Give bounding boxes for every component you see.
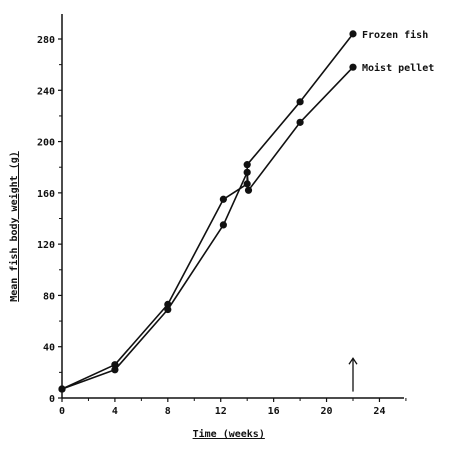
data-point — [243, 161, 251, 169]
series-line-2 — [61, 66, 354, 390]
data-point — [349, 63, 357, 71]
x-tick-label: 8 — [165, 406, 171, 417]
axes — [61, 14, 404, 399]
series-group — [58, 30, 357, 393]
series-line-1 — [61, 33, 354, 390]
x-tick-label: 20 — [321, 406, 333, 417]
data-point — [219, 221, 227, 229]
x-axis-title: Time (weeks) — [193, 428, 265, 440]
annotations — [348, 357, 358, 392]
y-tick-label: 200 — [37, 138, 55, 149]
y-tick-label: 80 — [43, 291, 55, 302]
data-point — [349, 30, 357, 38]
x-tick-label: 4 — [112, 406, 118, 417]
data-point — [243, 168, 251, 176]
y-tick-label: 40 — [43, 343, 55, 354]
data-point — [58, 385, 66, 393]
arrow-head — [348, 357, 358, 365]
data-point — [111, 361, 119, 369]
x-tick-label: 0 — [59, 406, 65, 417]
data-point — [164, 305, 172, 314]
x-tick-label: 16 — [268, 406, 280, 417]
data-point — [296, 98, 304, 106]
y-axis-title: Mean fish body weight (g) — [8, 151, 20, 302]
data-point — [244, 186, 253, 194]
y-tick-label: 160 — [37, 189, 55, 200]
series-label: Frozen fish — [362, 29, 428, 41]
data-point — [111, 366, 119, 374]
y-tick-label: 0 — [49, 394, 55, 405]
series-labels: Frozen fish Moist pellet — [362, 29, 434, 74]
y-tick-label: 120 — [37, 240, 55, 251]
y-tick-label: 240 — [37, 86, 55, 97]
x-tick-label: 24 — [373, 406, 385, 417]
data-point — [296, 118, 304, 126]
y-tick-label: 280 — [37, 35, 55, 46]
data-point — [219, 195, 227, 203]
x-tick-label: 12 — [215, 406, 227, 417]
data-point — [243, 180, 251, 188]
series-label: Moist pellet — [362, 62, 434, 74]
